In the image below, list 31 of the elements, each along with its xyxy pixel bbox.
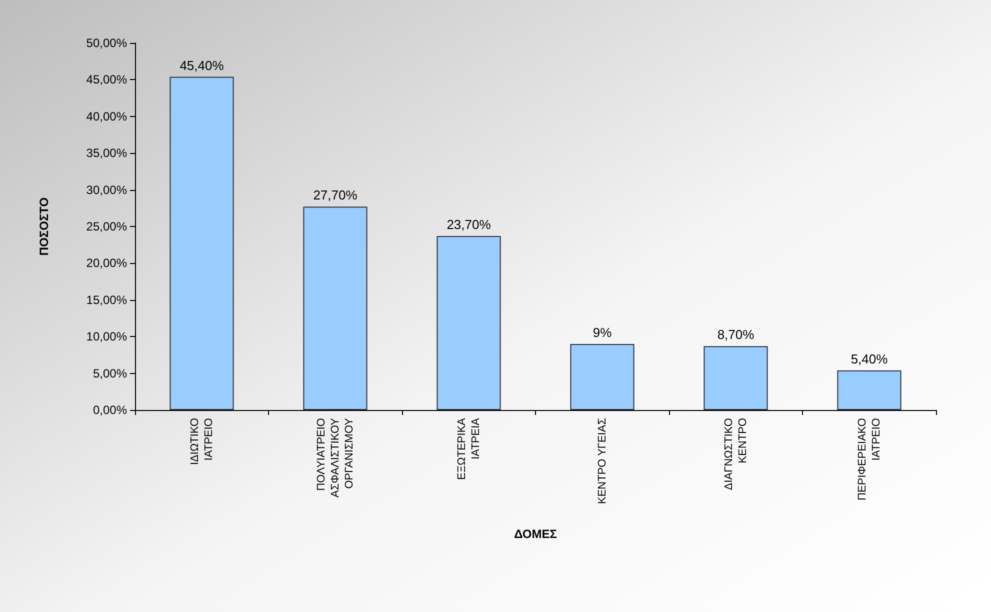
y-tick-label: 35,00% <box>86 146 128 160</box>
x-tick-label: ΠΟΛΥΙΑΤΡΕΙΟ ΑΣΦΑΛΙΣΤΙΚΟΥ ΟΡΓΑΝΙΣΜΟΥ <box>315 417 356 498</box>
bar <box>837 370 902 410</box>
data-label: 9% <box>592 324 612 340</box>
x-tick-label: ΚΕΝΤΡΟ ΥΓΕΙΑΣ <box>596 418 608 504</box>
y-tick-label: 5,00% <box>92 366 128 380</box>
data-label: 5,40% <box>850 351 888 366</box>
bar <box>436 236 501 410</box>
y-tick-label: 50,00% <box>86 36 128 50</box>
data-label: 8,70% <box>717 327 755 342</box>
y-tick-label: 15,00% <box>86 292 128 307</box>
data-label: 45,40% <box>180 58 224 73</box>
bar <box>170 76 234 410</box>
y-tick-label: 0,00% <box>92 403 128 417</box>
bar <box>570 344 634 410</box>
bar <box>704 346 768 410</box>
x-tick-label: ΙΔΙΩΤΙΚΟ ΙΑΤΡΕΙΟ <box>188 418 215 466</box>
x-tick-label: ΕΞΩΤΕΡΙΚΑ ΙΑΤΡΕΙΑ <box>456 417 482 480</box>
data-label: 27,70% <box>313 188 358 203</box>
x-tick-label: ΠΕΡΙΦΕΡΕΙΑΚΟ ΙΑΤΡΕΙΟ <box>856 418 882 500</box>
data-label: 23,70% <box>446 217 492 232</box>
y-tick-label: 10,00% <box>86 330 128 344</box>
bar <box>303 206 368 410</box>
y-tick-label: 40,00% <box>86 109 128 124</box>
y-tick-label: 30,00% <box>86 182 128 197</box>
x-tick-label: ΔΙΑΓΝΩΣΤΙΚΟ ΚΕΝΤΡΟ <box>722 418 749 490</box>
y-tick-label: 45,00% <box>86 72 128 87</box>
y-axis-title: ΠΟΣΟΣΤΟ <box>37 197 51 256</box>
y-tick-label: 20,00% <box>86 256 128 270</box>
x-axis-title: ΔΟΜΕΣ <box>514 527 557 541</box>
y-tick-label: 25,00% <box>86 220 128 234</box>
